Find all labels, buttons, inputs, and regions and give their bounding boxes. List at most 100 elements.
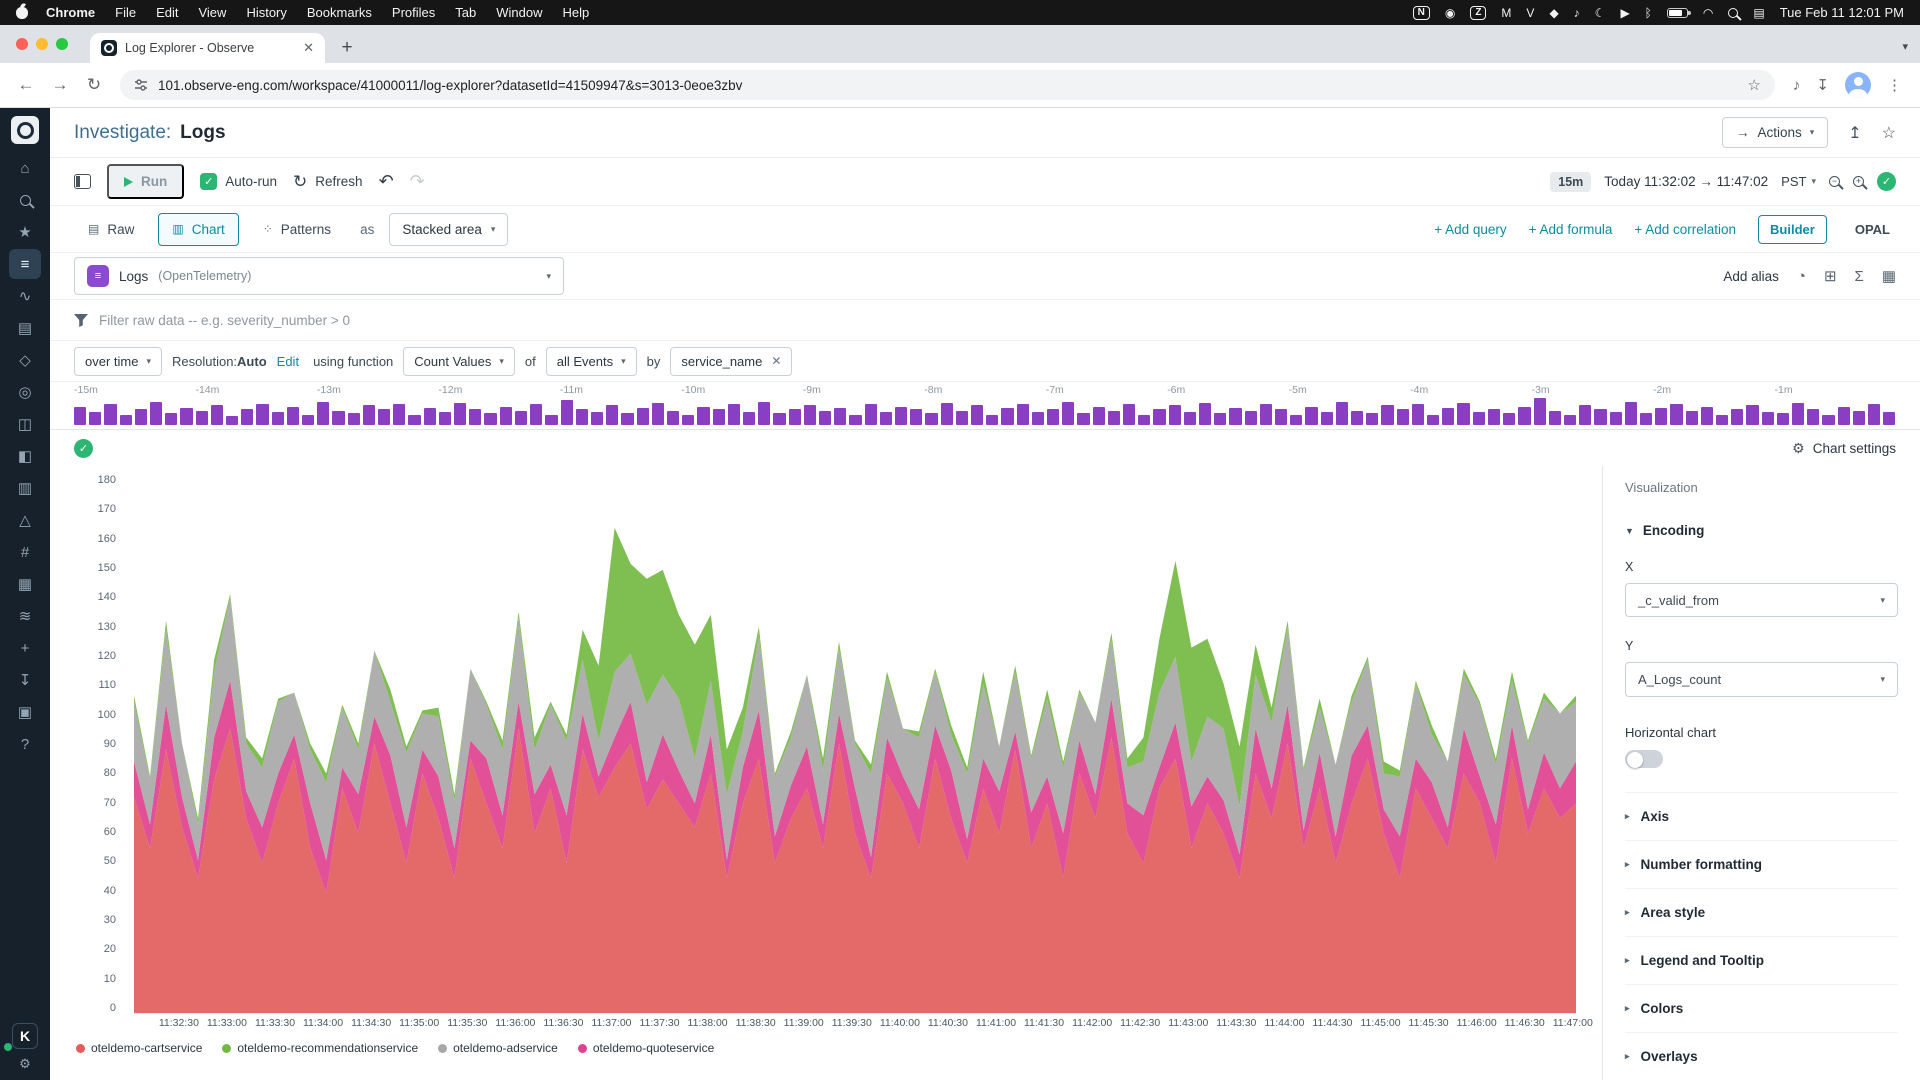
legend-item[interactable]: oteldemo-adservice: [438, 1041, 558, 1055]
focus-moon-icon[interactable]: ☾: [1594, 5, 1606, 20]
screen-record-icon[interactable]: ◉: [1444, 5, 1456, 20]
observe-logo[interactable]: [11, 116, 39, 144]
sidebar-item-alerts[interactable]: △: [9, 505, 41, 535]
legend-item[interactable]: oteldemo-recommendationservice: [222, 1041, 418, 1055]
menu-history[interactable]: History: [246, 5, 287, 20]
undo-button[interactable]: ↶: [378, 171, 394, 191]
menubar-clock[interactable]: Tue Feb 11 12:01 PM: [1779, 5, 1904, 20]
toggle-panel-icon[interactable]: [74, 174, 91, 189]
sidebar-item-datastreams[interactable]: ◫: [9, 409, 41, 439]
zoom-out-icon[interactable]: −: [1829, 176, 1840, 187]
tab-raw[interactable]: ▤ Raw: [88, 221, 135, 237]
autorun-toggle[interactable]: ✓ Auto-run: [200, 173, 277, 190]
add-visualization-icon[interactable]: ⊞: [1823, 268, 1837, 285]
browser-tab[interactable]: Log Explorer - Observe ✕: [90, 33, 325, 63]
add-query-link[interactable]: + Add query: [1434, 221, 1507, 237]
favorite-star-icon[interactable]: ☆: [1881, 124, 1896, 142]
x-encoding-select[interactable]: _c_valid_from ▾: [1625, 583, 1898, 618]
table-view-icon[interactable]: ▦: [1881, 268, 1896, 285]
tab-patterns[interactable]: ⁘ Patterns: [262, 221, 332, 237]
tab-chart[interactable]: ▥ Chart: [158, 212, 239, 246]
profile-avatar[interactable]: [1845, 72, 1871, 98]
chart-settings-button[interactable]: ⚙ Chart settings: [1792, 439, 1896, 456]
sidebar-item-tables[interactable]: ▦: [9, 569, 41, 599]
sidebar-item-log-explorer[interactable]: ≡: [9, 249, 41, 279]
section-colors[interactable]: ▸ Colors: [1625, 984, 1898, 1032]
battery-icon[interactable]: [1666, 7, 1691, 18]
fullscreen-window-button[interactable]: [56, 38, 68, 50]
app-v-icon[interactable]: V: [1526, 5, 1535, 20]
refresh-button[interactable]: ↻ Refresh: [293, 171, 363, 191]
events-select[interactable]: all Events ▾: [545, 346, 637, 376]
viz-type-select[interactable]: Stacked area ▾: [389, 212, 509, 246]
wifi-icon[interactable]: ◠: [1702, 5, 1714, 20]
mode-opal-button[interactable]: OPAL: [1854, 221, 1890, 237]
stacked-area-chart[interactable]: [134, 474, 1576, 1014]
menu-bookmarks[interactable]: Bookmarks: [306, 5, 372, 20]
site-settings-icon[interactable]: [134, 78, 148, 92]
sidebar-item-resources[interactable]: ◇: [9, 345, 41, 375]
time-range-text[interactable]: Today 11:32:02 → 11:47:02: [1604, 174, 1769, 189]
section-legend-and-tooltip[interactable]: ▸ Legend and Tooltip: [1625, 936, 1898, 984]
menu-view[interactable]: View: [198, 5, 227, 20]
section-axis[interactable]: ▸ Axis: [1625, 792, 1898, 840]
downloads-icon[interactable]: ↧: [1816, 77, 1829, 94]
menu-tab[interactable]: Tab: [455, 5, 477, 20]
notion-icon[interactable]: N: [1412, 5, 1430, 20]
actions-button[interactable]: → Actions ▾: [1721, 117, 1829, 148]
shortcut-icon[interactable]: ◆: [1549, 5, 1559, 20]
timezone-select[interactable]: PST ▾: [1781, 174, 1816, 189]
user-avatar[interactable]: K: [4, 1023, 38, 1051]
aggregate-sigma-icon[interactable]: Σ: [1854, 267, 1864, 285]
time-minimap[interactable]: -15m -14m -13m -12m -11m -10m -9m -8m -7m -6m -5m -…: [50, 382, 1920, 430]
horizontal-chart-toggle[interactable]: [1625, 749, 1663, 768]
encoding-section-header[interactable]: ▼ Encoding: [1625, 523, 1705, 538]
menu-window[interactable]: Window: [496, 5, 543, 20]
browser-menu-icon[interactable]: ⋮: [1887, 77, 1902, 94]
sidebar-item-worksheets[interactable]: ▤: [9, 313, 41, 343]
tab-close-icon[interactable]: ✕: [303, 40, 314, 55]
sidebar-item-add[interactable]: +: [9, 633, 41, 663]
menu-profiles[interactable]: Profiles: [391, 5, 436, 20]
settings-gear-icon[interactable]: ⚙: [19, 1056, 31, 1071]
menu-chrome[interactable]: Chrome: [46, 5, 96, 20]
add-formula-link[interactable]: + Add formula: [1528, 221, 1613, 237]
function-select[interactable]: Count Values ▾: [403, 346, 515, 376]
share-icon[interactable]: ↥: [1848, 124, 1862, 142]
bluetooth-icon[interactable]: ᛒ: [1644, 5, 1652, 20]
sidebar-item-install[interactable]: ↧: [9, 665, 41, 695]
mode-builder-button[interactable]: Builder: [1758, 214, 1827, 244]
sidebar-item-stacks[interactable]: ▣: [9, 697, 41, 727]
sidebar-item-search[interactable]: [9, 185, 41, 215]
sidebar-item-integrations[interactable]: ◎: [9, 377, 41, 407]
media-controls-icon[interactable]: ♪: [1792, 76, 1801, 94]
sidebar-item-metrics[interactable]: ∿: [9, 281, 41, 311]
reload-button[interactable]: ↻: [86, 75, 102, 94]
remove-chip-icon[interactable]: ✕: [771, 354, 782, 368]
resolution-edit-link[interactable]: Edit: [276, 353, 300, 369]
section-number-formatting[interactable]: ▸ Number formatting: [1625, 840, 1898, 888]
legend-item[interactable]: oteldemo-quoteservice: [577, 1041, 714, 1055]
range-duration-badge[interactable]: 15m: [1550, 171, 1592, 192]
back-button[interactable]: ←: [17, 75, 35, 94]
address-bar[interactable]: 101.observe-eng.com/workspace/41000011/l…: [120, 70, 1775, 100]
sidebar-item-favorites[interactable]: ★: [9, 217, 41, 247]
menu-edit[interactable]: Edit: [156, 5, 179, 20]
bookmark-star-icon[interactable]: ☆: [1747, 77, 1761, 94]
y-encoding-select[interactable]: A_Logs_count ▾: [1625, 662, 1898, 697]
apple-menu-icon[interactable]: [16, 6, 28, 19]
forward-button[interactable]: →: [51, 75, 69, 94]
minimize-window-button[interactable]: [36, 38, 48, 50]
sidebar-item-dashboards[interactable]: ◧: [9, 441, 41, 471]
spotlight-icon[interactable]: [1728, 7, 1739, 18]
sidebar-item-home[interactable]: ⌂: [9, 153, 41, 183]
app-m-icon[interactable]: M: [1501, 5, 1512, 20]
screen-play-icon[interactable]: ▶: [1620, 5, 1630, 20]
dataset-select[interactable]: ≡ Logs (OpenTelemetry) ▾: [74, 257, 564, 295]
close-window-button[interactable]: [16, 38, 28, 50]
add-alias-button[interactable]: Add alias: [1723, 268, 1779, 284]
section-area-style[interactable]: ▸ Area style: [1625, 888, 1898, 936]
sidebar-item-help[interactable]: ?: [9, 729, 41, 759]
sidebar-item-monitors[interactable]: ▥: [9, 473, 41, 503]
over-time-select[interactable]: over time ▾: [74, 346, 162, 376]
